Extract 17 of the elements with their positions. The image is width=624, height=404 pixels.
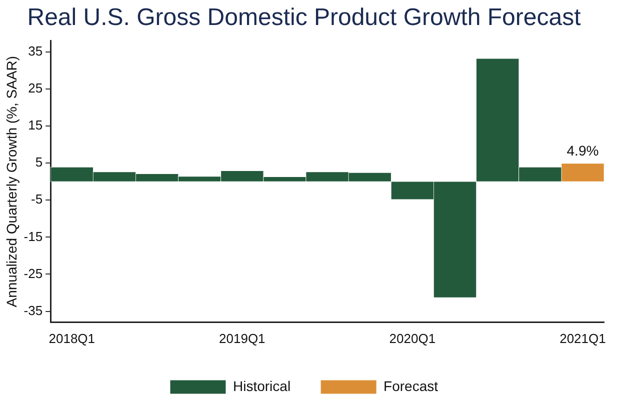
- y-axis-title: Annualized Quarterly Growth (%, SAAR): [3, 56, 20, 308]
- y-tick-label: -15: [24, 228, 43, 244]
- chart-title: Real U.S. Gross Domestic Product Growth Forecast: [27, 4, 582, 32]
- y-tick-label: -5: [31, 192, 43, 207]
- y-tick-label: -25: [24, 266, 43, 281]
- y-tick-label: 25: [28, 80, 43, 96]
- legend-label: Forecast: [384, 378, 438, 394]
- x-tick-label: 2021Q1: [560, 330, 606, 346]
- x-tick-label: 2020Q1: [389, 330, 436, 346]
- y-tick-label: 35: [28, 43, 43, 58]
- x-tick-label: 2019Q1: [219, 330, 266, 346]
- y-tick-label: 15: [28, 118, 43, 133]
- legend-label: Historical: [232, 378, 291, 394]
- y-tick-label: -35: [24, 302, 43, 318]
- data-label: 4.9%: [566, 142, 599, 158]
- y-tick-label: 5: [35, 154, 43, 170]
- x-tick-label: 2018Q1: [48, 330, 96, 346]
